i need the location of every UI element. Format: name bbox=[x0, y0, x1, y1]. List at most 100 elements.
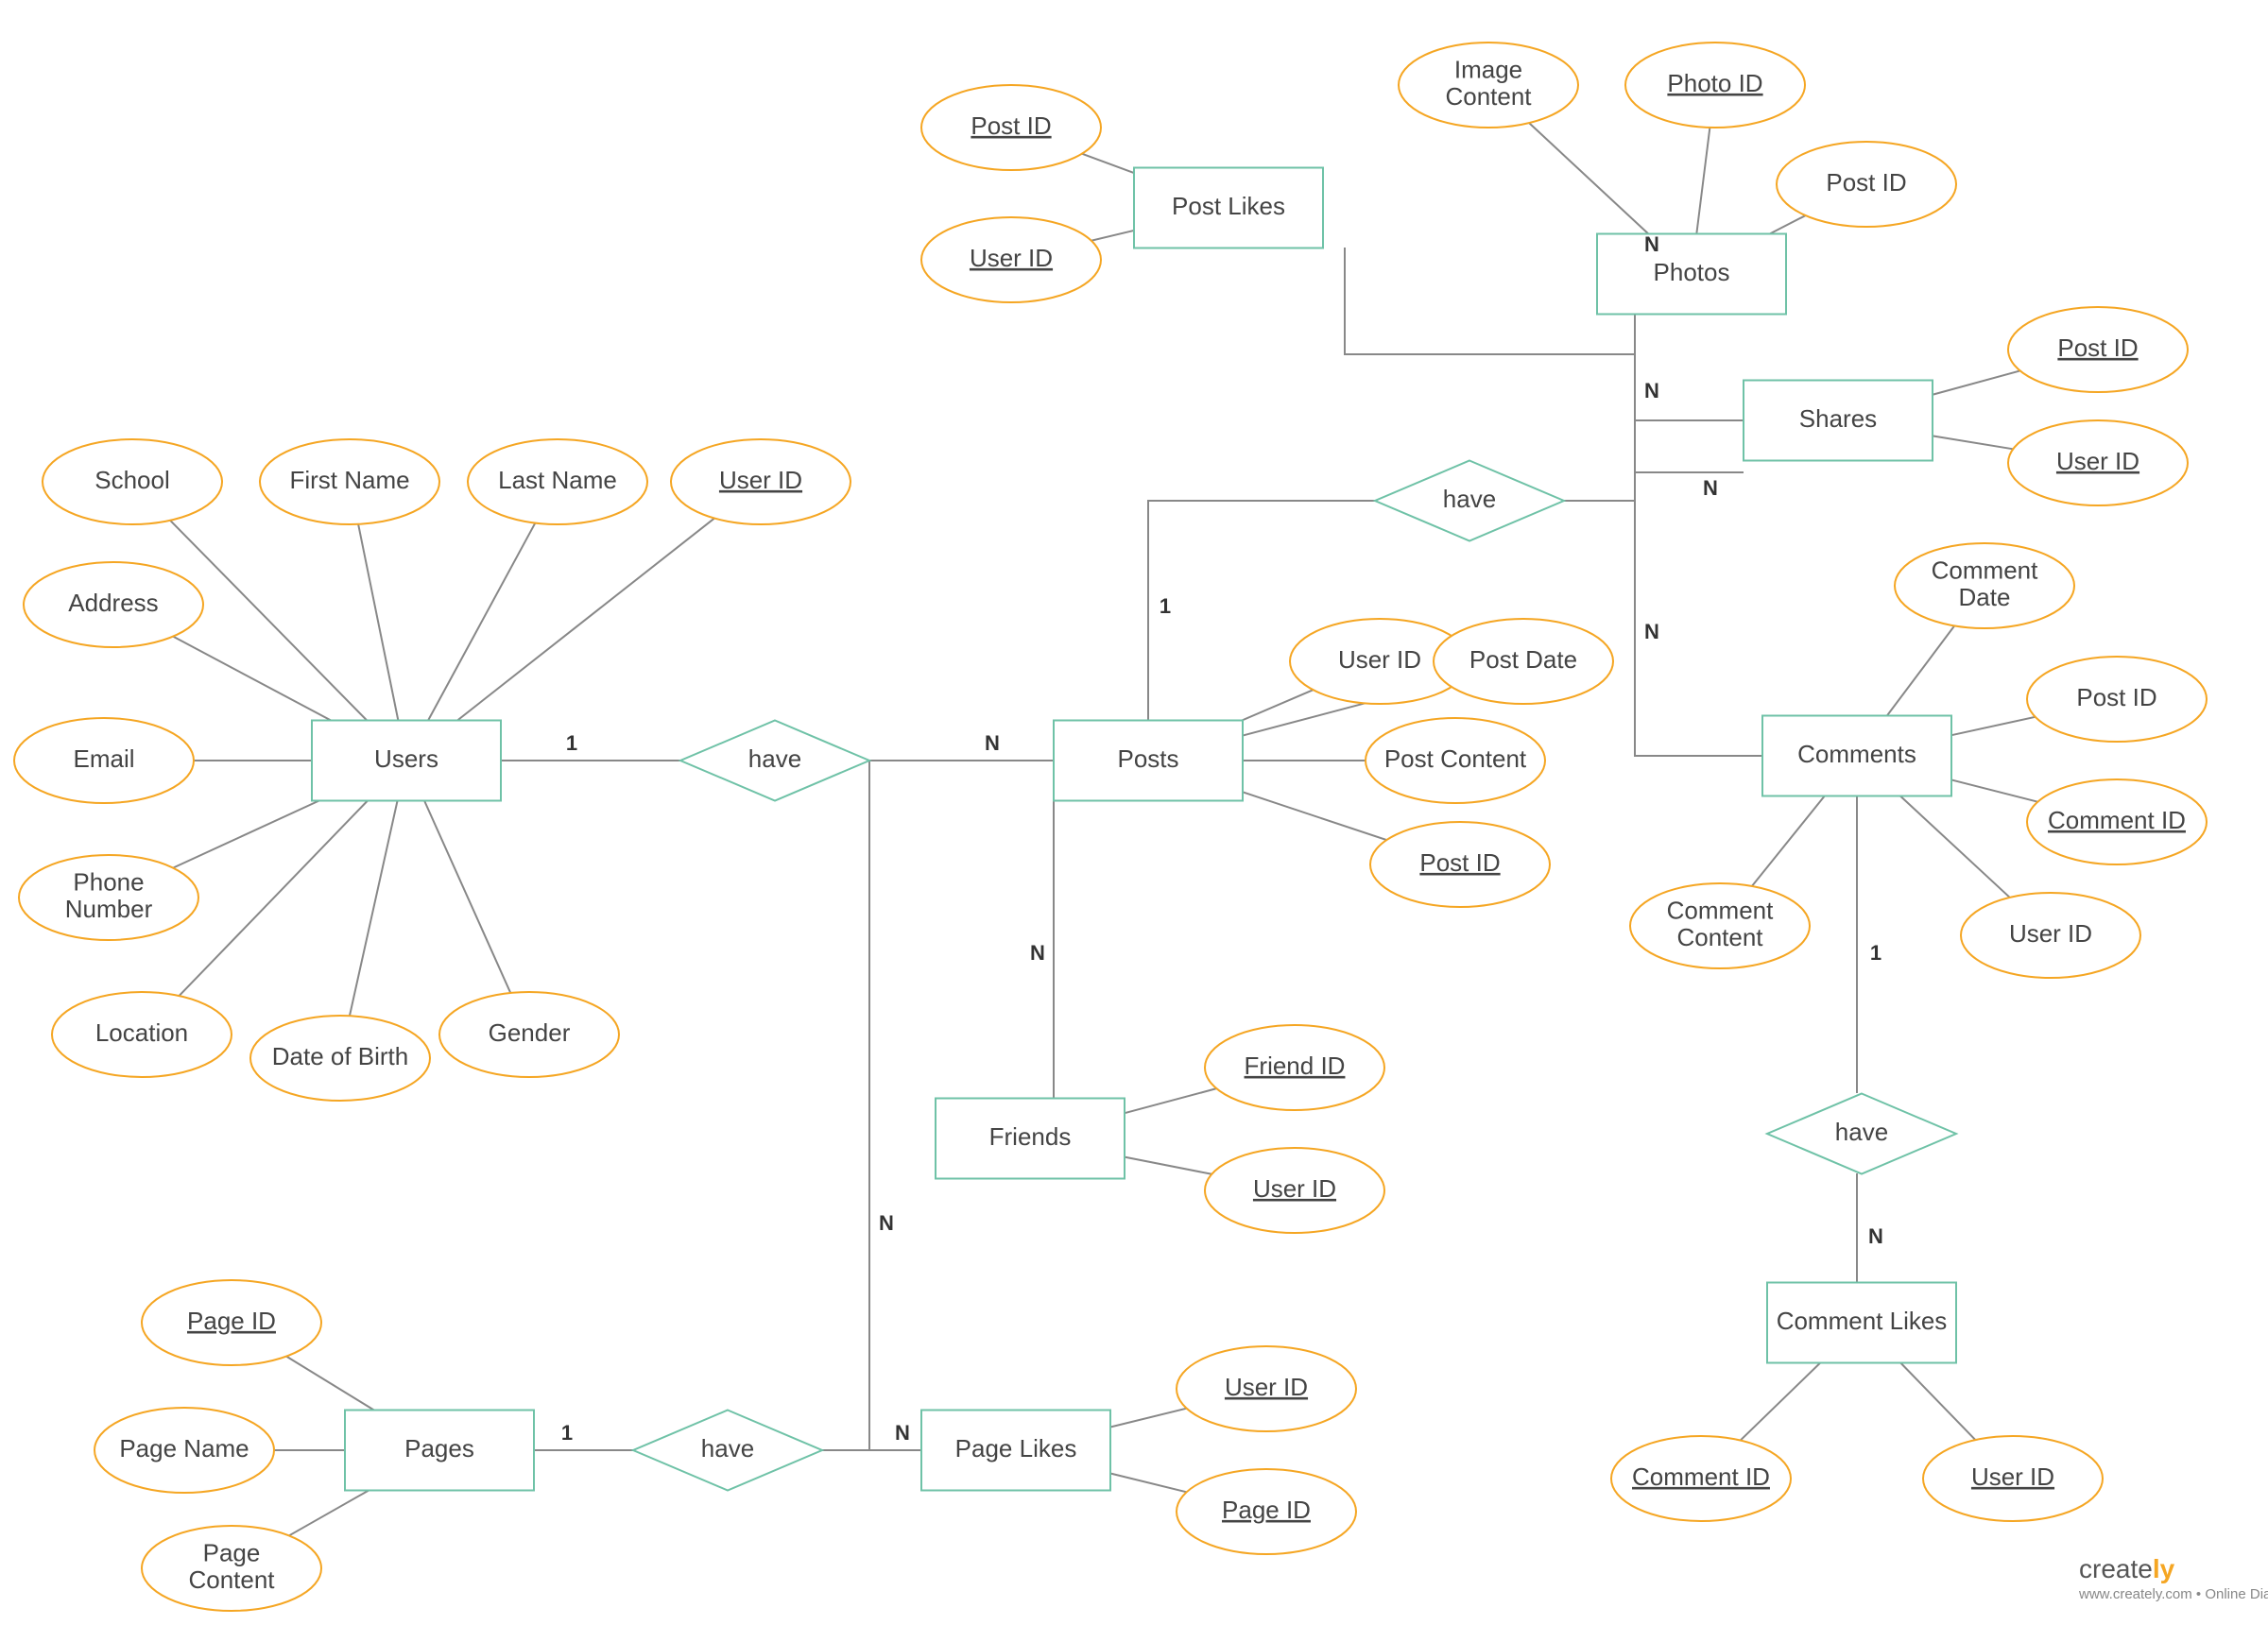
edge-postlikes-pl_postid bbox=[1082, 154, 1134, 173]
edge-pagelikes-plk_pageid bbox=[1110, 1474, 1187, 1493]
node-label: Shares bbox=[1799, 404, 1877, 433]
entity-shares: Shares bbox=[1744, 381, 1933, 461]
attr-sh_userid: User ID bbox=[2008, 420, 2188, 505]
edge-users-u_dob bbox=[350, 801, 398, 1017]
attr-u_school: School bbox=[43, 439, 222, 524]
entity-comments: Comments bbox=[1762, 716, 1951, 796]
edge-comments-c_userid bbox=[1900, 796, 2010, 898]
rel-rel_comments_likes: have bbox=[1767, 1094, 1956, 1174]
attr-f_friendid: Friend ID bbox=[1205, 1025, 1384, 1110]
er-diagram-canvas: UsersPostsPost LikesPhotosSharesComments… bbox=[0, 0, 2268, 1625]
attr-pl_userid: User ID bbox=[921, 217, 1101, 302]
edge-users-u_school bbox=[170, 521, 367, 721]
attr-u_firstname: First Name bbox=[260, 439, 439, 524]
node-label: Post ID bbox=[2057, 334, 2138, 362]
edge-commentlikes-cl_userid bbox=[1900, 1363, 1975, 1441]
node-label: User ID bbox=[1225, 1373, 1308, 1401]
edge-users-u_address bbox=[173, 637, 331, 721]
attr-c_content: CommentContent bbox=[1630, 883, 1810, 968]
node-label: Page ID bbox=[187, 1307, 276, 1335]
node-label: Comment ID bbox=[1632, 1462, 1770, 1491]
node-label: Number bbox=[65, 895, 153, 923]
cardinality-layer: 1N1NNNN1N1NNN bbox=[561, 232, 1883, 1445]
attr-u_lastname: Last Name bbox=[468, 439, 647, 524]
attr-u_phone: PhoneNumber bbox=[19, 855, 198, 940]
edge-shares-sh_userid bbox=[1933, 436, 2013, 449]
node-label: Phone bbox=[73, 868, 144, 897]
cardinality-label: N bbox=[895, 1421, 910, 1445]
entity-pages: Pages bbox=[345, 1411, 534, 1491]
node-label: Page Likes bbox=[955, 1434, 1077, 1462]
edge-commentlikes-cl_commid bbox=[1741, 1363, 1821, 1441]
node-label: Page bbox=[203, 1539, 261, 1567]
node-label: Comment ID bbox=[2048, 806, 2186, 834]
attr-cl_userid: User ID bbox=[1923, 1436, 2103, 1521]
edge-photos-ph_image bbox=[1529, 123, 1648, 233]
attr-ph_photoid: Photo ID bbox=[1625, 43, 1805, 128]
attr-u_location: Location bbox=[52, 992, 232, 1077]
attr-plk_userid: User ID bbox=[1177, 1346, 1356, 1431]
edge-users-u_gender bbox=[424, 801, 510, 993]
edge-users-u_userid bbox=[457, 519, 714, 721]
cardinality-label: N bbox=[1868, 1224, 1883, 1248]
edge-friends-f_friendid bbox=[1125, 1088, 1216, 1113]
edge-users-u_lastname bbox=[428, 523, 535, 721]
node-label: Pages bbox=[404, 1434, 474, 1462]
attr-u_dob: Date of Birth bbox=[250, 1016, 430, 1101]
attr-p_postdate: Post Date bbox=[1434, 619, 1613, 704]
node-label: Location bbox=[95, 1018, 188, 1047]
node-label: Date bbox=[1959, 583, 2011, 611]
edge-users-u_firstname bbox=[358, 524, 398, 721]
attr-c_date: CommentDate bbox=[1895, 543, 2074, 628]
edge-comments-c_postid bbox=[1951, 717, 2036, 735]
node-label: Comment bbox=[1932, 556, 2038, 585]
node-label: Friends bbox=[989, 1122, 1072, 1151]
node-label: Content bbox=[188, 1565, 275, 1594]
node-label: Page ID bbox=[1222, 1496, 1311, 1524]
node-label: Post ID bbox=[971, 111, 1051, 140]
node-label: Comment bbox=[1667, 897, 1774, 925]
entity-commentlikes: Comment Likes bbox=[1767, 1283, 1956, 1363]
attr-u_userid: User ID bbox=[671, 439, 850, 524]
node-label: Post Date bbox=[1469, 645, 1577, 674]
node-label: User ID bbox=[2009, 919, 2092, 948]
node-label: School bbox=[94, 466, 170, 494]
node-label: have bbox=[1443, 485, 1496, 513]
attr-c_commid: Comment ID bbox=[2027, 779, 2207, 864]
node-label: User ID bbox=[1338, 645, 1421, 674]
rel-edge bbox=[869, 761, 921, 1450]
cardinality-label: 1 bbox=[1870, 941, 1881, 965]
edge-users-u_location bbox=[180, 801, 368, 997]
edge-pagelikes-plk_userid bbox=[1110, 1409, 1187, 1428]
node-label: Gender bbox=[489, 1018, 571, 1047]
rel-rel_users_posts: have bbox=[680, 721, 869, 801]
edge-pages-pg_pageid bbox=[286, 1357, 374, 1411]
cardinality-label: 1 bbox=[1160, 594, 1171, 618]
edge-posts-p_postid bbox=[1243, 792, 1386, 840]
rel-rel_posts_have: have bbox=[1375, 461, 1564, 541]
entity-users: Users bbox=[312, 721, 501, 801]
node-label: Photos bbox=[1654, 258, 1730, 286]
cardinality-label: N bbox=[1644, 379, 1659, 402]
node-label: First Name bbox=[289, 466, 409, 494]
attr-ph_postid: Post ID bbox=[1777, 142, 1956, 227]
attr-c_userid: User ID bbox=[1961, 893, 2140, 978]
node-label: Post Likes bbox=[1172, 192, 1285, 220]
attr-c_postid: Post ID bbox=[2027, 657, 2207, 742]
attr-pg_name: Page Name bbox=[94, 1408, 274, 1493]
node-label: Comments bbox=[1797, 740, 1916, 768]
rel-rel_pages_pagelikes: have bbox=[633, 1411, 822, 1491]
cardinality-label: N bbox=[1030, 941, 1045, 965]
node-label: Email bbox=[73, 744, 134, 773]
node-label: Comment Likes bbox=[1777, 1307, 1948, 1335]
rel-edge bbox=[1345, 248, 1635, 501]
edge-postlikes-pl_userid bbox=[1091, 231, 1134, 241]
edge-comments-c_commid bbox=[1951, 779, 2037, 801]
node-label: Page Name bbox=[119, 1434, 249, 1462]
node-label: Last Name bbox=[498, 466, 617, 494]
node-label: User ID bbox=[1971, 1462, 2054, 1491]
cardinality-label: N bbox=[985, 731, 1000, 755]
attr-cl_commid: Comment ID bbox=[1611, 1436, 1791, 1521]
attr-u_email: Email bbox=[14, 718, 194, 803]
entity-pagelikes: Page Likes bbox=[921, 1411, 1110, 1491]
